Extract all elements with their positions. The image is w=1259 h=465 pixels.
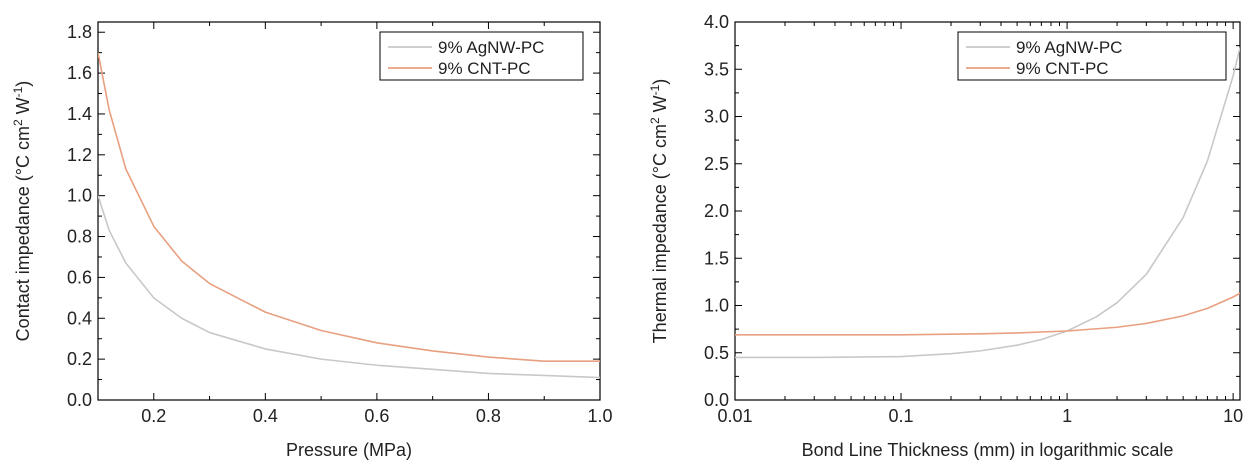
chart1-legend-label: 9% AgNW-PC — [438, 38, 544, 57]
chart1-ylabel-end: ) — [13, 81, 33, 87]
chart2-series-agnw-pc-line — [735, 47, 1240, 359]
chart2-xtick-label: 0.01 — [717, 406, 752, 426]
chart2-legend: 9% AgNW-PC 9% CNT-PC — [957, 31, 1227, 81]
chart2: 0.0 0.5 1.0 1.5 2.0 2.5 3.0 3.5 4.0 0.01 0.1 1 10 Bon… — [648, 12, 1243, 460]
chart2-xtick-label: 0.1 — [889, 406, 914, 426]
chart2-xlabel: Bond Line Thickness (mm) in logarithmic … — [802, 440, 1174, 460]
chart2-ylabel-end: ) — [650, 79, 670, 85]
chart2-ytick-label: 0.5 — [704, 343, 729, 363]
chart1-legend-box — [379, 31, 584, 81]
chart1-ytick-label: 1.6 — [67, 63, 92, 83]
chart1-xtick-label: 0.8 — [476, 406, 501, 426]
chart1-ylabel-main: Contact impedance (°C cm — [13, 126, 33, 341]
chart1-ytick-label: 0.2 — [67, 349, 92, 369]
chart1-series-cnt-pc-line — [98, 52, 600, 362]
chart1-ytick-label: 0.8 — [67, 227, 92, 247]
chart2-ylabel-main: Thermal impedance (°C cm — [650, 124, 670, 343]
chart2-ylabel: Thermal impedance (°C cm2 W-1) — [648, 79, 670, 344]
chart2-xtick-label: 10 — [1223, 406, 1243, 426]
chart2-legend-label: 9% AgNW-PC — [1016, 38, 1122, 57]
chart2-ytick-label: 0.0 — [704, 390, 729, 410]
chart2-ytick-label: 2.0 — [704, 201, 729, 221]
chart1-ylabel-mid: W — [13, 97, 33, 119]
chart1-ytick-label: 1.8 — [67, 22, 92, 42]
chart1-ytick-label: 0.6 — [67, 267, 92, 287]
chart1-series-agnw-pc-line — [98, 195, 600, 379]
chart1-ytick-label: 1.2 — [67, 145, 92, 165]
chart1-plot-frame — [97, 21, 601, 401]
chart1-xtick-label: 0.2 — [141, 406, 166, 426]
chart2-ytick-label: 1.5 — [704, 248, 729, 268]
chart1-ytick-label: 1.4 — [67, 104, 92, 124]
chart2-xtick-label: 1 — [1062, 406, 1072, 426]
chart1-xtick-label: 1.0 — [587, 406, 612, 426]
chart1-xtick-label: 0.6 — [364, 406, 389, 426]
chart1-ytick-label: 0.0 — [67, 390, 92, 410]
chart2-ylabel-sup1: 2 — [648, 117, 662, 124]
chart2-ytick-label: 3.5 — [704, 59, 729, 79]
chart1-ytick-label: 0.4 — [67, 308, 92, 328]
chart1-ytick-label: 1.0 — [67, 186, 92, 206]
chart1-legend-label: 9% CNT-PC — [438, 59, 531, 78]
chart2-ylabel-mid: W — [650, 95, 670, 117]
chart1-ylabel: Contact impedance (°C cm2 W-1) — [11, 81, 33, 342]
chart2-ytick-label: 4.0 — [704, 12, 729, 32]
chart1-ylabel-sup1: 2 — [11, 119, 25, 126]
chart2-ylabel-sup2: -1 — [648, 84, 662, 95]
chart2-ytick-label: 1.0 — [704, 296, 729, 316]
chart2-legend-box — [957, 31, 1227, 81]
chart1-legend: 9% AgNW-PC 9% CNT-PC — [379, 31, 584, 81]
chart1-ylabel-sup2: -1 — [11, 86, 25, 97]
chart2-ytick-label: 3.0 — [704, 107, 729, 127]
chart2-legend-label: 9% CNT-PC — [1016, 59, 1109, 78]
chart1-xlabel: Pressure (MPa) — [286, 440, 412, 460]
chart2-ytick-label: 2.5 — [704, 154, 729, 174]
chart1-xtick-label: 0.4 — [253, 406, 278, 426]
chart2-series-cnt-pc-line — [735, 292, 1240, 336]
chart1: 0.0 0.2 0.4 0.6 0.8 1.0 1.2 1.4 1.6 1.8 0.2 0.4 0.6 0… — [11, 21, 613, 460]
